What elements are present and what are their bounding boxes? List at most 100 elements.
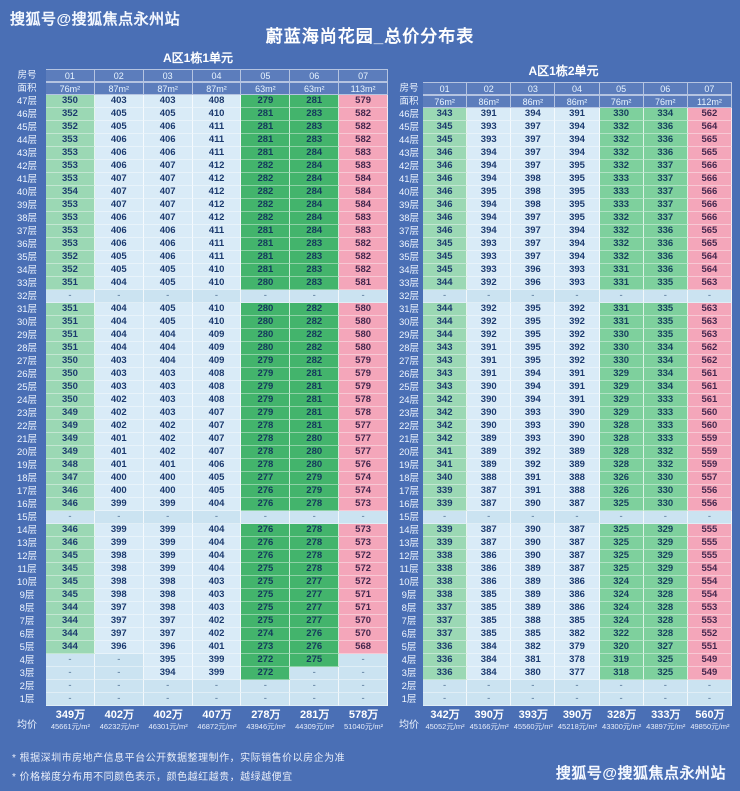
table-row: 38层 353 406 407 412 282 284 583 xyxy=(8,212,389,225)
price-cell: 553 xyxy=(687,615,732,628)
price-cell: 345 xyxy=(423,238,468,251)
area-value: 76m² xyxy=(423,95,468,108)
price-cell: 343 xyxy=(423,381,468,394)
price-cell: 327 xyxy=(643,641,688,654)
price-cell: - xyxy=(94,693,144,706)
floor-label: 28层 xyxy=(398,342,420,354)
price-cell: 564 xyxy=(687,121,732,134)
table-row: 12层 345 398 399 404 276 278 572 xyxy=(8,550,389,563)
price-cell: 389 xyxy=(467,459,512,472)
floor-label: 32层 xyxy=(16,290,38,302)
column-header: 03 xyxy=(143,69,193,82)
area-value: 76m² xyxy=(643,95,688,108)
price-cell: 324 xyxy=(599,602,644,615)
average-unit-price: 45166元/m² xyxy=(469,722,509,731)
column-header: 05 xyxy=(241,69,291,82)
price-cell: 330 xyxy=(599,108,644,121)
price-cell: 397 xyxy=(94,628,144,641)
table-row: 23层 349 402 403 407 279 281 578 xyxy=(8,407,389,420)
price-cell: 284 xyxy=(290,212,340,225)
price-cell: - xyxy=(241,680,291,693)
table-row: 4层 - -395 399 272 275- xyxy=(8,654,389,667)
floor-label: 45层 xyxy=(16,121,38,133)
price-cell: 344 xyxy=(46,615,95,628)
price-cell: 584 xyxy=(339,199,389,212)
table-row: 37层 353 406 406 411 281 284 583 xyxy=(8,225,389,238)
footnotes: * 根据深圳市房地产信息平台公开数据整理制作，实际销售价以房企为准 * 价格梯度… xyxy=(12,749,740,783)
price-cell: 576 xyxy=(339,459,389,472)
price-cell: 572 xyxy=(339,576,389,589)
price-cell: 404 xyxy=(143,355,193,368)
table-row: 33层 344 392 396 393 331 335 563 xyxy=(395,277,732,290)
average-total-price: 393万 xyxy=(518,709,549,721)
price-cell: 346 xyxy=(423,225,468,238)
average-row: 均价 349万 45661元/m² 402万 46232元/m² 402万 46301元/m… xyxy=(8,707,388,739)
price-cell: 387 xyxy=(555,563,600,576)
column-header: 02 xyxy=(467,82,512,95)
price-cell: 336 xyxy=(643,251,688,264)
price-cell: 281 xyxy=(241,121,291,134)
price-cell: 394 xyxy=(511,368,556,381)
price-cell: 337 xyxy=(643,173,688,186)
price-cell: 333 xyxy=(643,433,688,446)
price-cell: 389 xyxy=(467,433,512,446)
price-cell: 406 xyxy=(94,160,144,173)
price-cell: 562 xyxy=(687,342,732,355)
floor-label: 43层 xyxy=(16,147,38,159)
price-cell: 554 xyxy=(687,576,732,589)
price-cell: 334 xyxy=(643,368,688,381)
floor-label: 46层 xyxy=(16,108,38,120)
floor-label: 30层 xyxy=(398,316,420,328)
table-row: 32层 - - - - - - - xyxy=(395,290,732,303)
price-cell: 402 xyxy=(94,420,144,433)
price-cell: 552 xyxy=(687,628,732,641)
table-row: 10层 338 386 389 386 324 329 554 xyxy=(395,576,732,589)
price-cell: 331 xyxy=(599,277,644,290)
price-cell: 549 xyxy=(687,667,732,680)
floor-label: 27层 xyxy=(16,355,38,367)
price-cell: - xyxy=(94,680,144,693)
floor-label: 32层 xyxy=(398,290,420,302)
price-cell: 276 xyxy=(241,524,291,537)
table-row: 41层 353 407 407 412 282 284 584 xyxy=(8,173,389,186)
price-cell: - xyxy=(46,654,95,667)
price-cell: - xyxy=(687,290,732,303)
price-cell: 571 xyxy=(339,602,389,615)
table-row: 24层 342 390 394 391 329 333 561 xyxy=(395,394,732,407)
price-cell: 563 xyxy=(687,316,732,329)
price-cell: 573 xyxy=(339,537,389,550)
price-cell: 385 xyxy=(467,615,512,628)
price-cell: 577 xyxy=(339,420,389,433)
table-row: 22层 342 390 393 390 328 333 560 xyxy=(395,420,732,433)
price-cell: - xyxy=(599,290,644,303)
price-cell: 279 xyxy=(290,485,340,498)
price-cell: 578 xyxy=(339,407,389,420)
price-cell: 279 xyxy=(241,95,291,108)
price-cell: - xyxy=(467,693,512,706)
price-cell: 387 xyxy=(467,524,512,537)
price-cell: - xyxy=(423,511,468,524)
price-cell: 403 xyxy=(143,407,193,420)
price-cell: 403 xyxy=(143,95,193,108)
table-row: 14层 346 399 399 404 276 278 573 xyxy=(8,524,389,537)
floor-label: 28层 xyxy=(16,342,38,354)
price-cell: 390 xyxy=(511,537,556,550)
price-cell: - xyxy=(192,290,242,303)
price-cell: 407 xyxy=(143,160,193,173)
column-header: 04 xyxy=(192,69,242,82)
floor-label: 42层 xyxy=(16,160,38,172)
price-cell: 333 xyxy=(599,186,644,199)
price-cell: 332 xyxy=(599,238,644,251)
price-cell: 566 xyxy=(687,173,732,186)
price-cell: 582 xyxy=(339,251,389,264)
price-cell: 353 xyxy=(46,212,95,225)
price-cell: 275 xyxy=(241,563,291,576)
price-cell: 409 xyxy=(192,329,242,342)
price-cell: 403 xyxy=(94,368,144,381)
price-cell: 338 xyxy=(423,550,468,563)
table-row: 42层 346 394 397 395 332 337 566 xyxy=(395,160,732,173)
floor-label: 14层 xyxy=(398,524,420,536)
price-cell: 281 xyxy=(241,108,291,121)
price-cell: 333 xyxy=(643,420,688,433)
area-value: 63m² xyxy=(290,82,340,95)
